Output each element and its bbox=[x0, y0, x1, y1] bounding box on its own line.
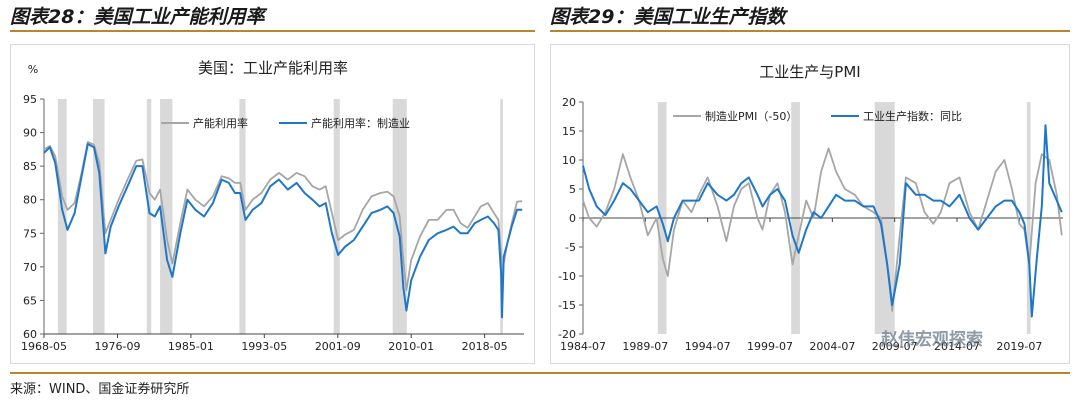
x-tick-label: 2004-07 bbox=[809, 340, 855, 353]
y-tick-label: -5 bbox=[565, 241, 576, 254]
x-tick-label: 1968-05 bbox=[21, 340, 67, 353]
x-axis: 1984-07 1989-07 1994-07 1999-07 2004-07 2009-… bbox=[560, 217, 1063, 353]
chart-title: 工业生产与PMI bbox=[759, 63, 860, 81]
x-tick-label: 1994-07 bbox=[685, 340, 731, 353]
recession-bar-4 bbox=[239, 99, 246, 334]
chart-panel-right: -20 -15 -10 -5 0 5 10 15 20 1984-07 1989-07 1994-0… bbox=[550, 44, 1070, 364]
y-tick-label: 60 bbox=[23, 328, 37, 341]
x-tick-label: 1976-09 bbox=[95, 340, 141, 353]
figure-title-right: 图表29：美国工业生产指数 bbox=[550, 6, 786, 28]
x-tick-label: 1999-07 bbox=[747, 340, 793, 353]
x-tick-label: 2014-07 bbox=[934, 340, 980, 353]
recession-bar-0 bbox=[57, 99, 67, 334]
recession-bar-7 bbox=[500, 99, 503, 334]
legend: 产能利用率 产能利用率：制造业 bbox=[161, 116, 410, 130]
y-axis-unit: % bbox=[28, 63, 38, 76]
recession-bar-3 bbox=[160, 99, 173, 334]
x-tick-label: 2001-09 bbox=[315, 340, 361, 353]
industrial-production-chart: -20 -15 -10 -5 0 5 10 15 20 1984-07 1989-07 1994-0… bbox=[558, 63, 1063, 353]
x-tick-label: 1993-05 bbox=[241, 340, 287, 353]
legend-label-blue: 工业生产指数：同比 bbox=[863, 109, 962, 123]
y-axis: -20 -15 -10 -5 0 5 10 15 20 bbox=[558, 96, 584, 341]
x-tick-label: 2010-01 bbox=[388, 340, 434, 353]
x-tick-label: 1989-07 bbox=[622, 340, 668, 353]
y-tick-label: 5 bbox=[569, 183, 576, 196]
legend-label-blue: 产能利用率：制造业 bbox=[311, 116, 410, 130]
x-tick-label: 1984-07 bbox=[560, 340, 606, 353]
title-rule-left bbox=[10, 30, 535, 32]
title-rule-right bbox=[550, 30, 1070, 32]
chart-title: 美国：工业产能利用率 bbox=[198, 59, 348, 77]
y-tick-label: 85 bbox=[23, 160, 37, 173]
series-line-gray bbox=[582, 147, 1063, 312]
series-lines bbox=[582, 124, 1063, 318]
y-tick-label: -20 bbox=[558, 328, 576, 341]
y-axis: 60 65 70 75 80 85 90 95 bbox=[23, 93, 45, 341]
x-axis: 1968-05 1976-09 1985-01 1993-05 2001-09 2010-… bbox=[21, 333, 524, 353]
source-note: 来源：WIND、国金证券研究所 bbox=[10, 382, 190, 397]
series-line-blue bbox=[582, 124, 1063, 318]
y-tick-label: 0 bbox=[569, 212, 576, 225]
recession-shading bbox=[57, 99, 503, 334]
y-tick-label: 80 bbox=[23, 194, 37, 207]
x-tick-label: 2018-05 bbox=[462, 340, 508, 353]
legend: 制造业PMI（-50） 工业生产指数：同比 bbox=[673, 109, 962, 123]
x-tick-label: 2019-07 bbox=[996, 340, 1042, 353]
legend-label-gray: 产能利用率 bbox=[193, 116, 248, 130]
watermark: 赵伟宏观探索 bbox=[880, 329, 983, 350]
series-line-gray bbox=[43, 141, 523, 305]
chart-panel-left: 60 65 70 75 80 85 90 95 1968-05 1976-09 1985-01 19… bbox=[10, 44, 535, 364]
x-tick-label: 2009-07 bbox=[872, 340, 918, 353]
series-line-blue bbox=[43, 143, 523, 319]
figure-title-left: 图表28：美国工业产能利用率 bbox=[10, 6, 265, 28]
y-tick-label: 90 bbox=[23, 127, 37, 140]
y-tick-label: -10 bbox=[558, 270, 576, 283]
y-tick-label: 95 bbox=[23, 93, 37, 106]
bottom-rule bbox=[10, 372, 1070, 374]
recession-bar-1 bbox=[93, 99, 105, 334]
y-tick-label: -15 bbox=[558, 299, 576, 312]
y-tick-label: 65 bbox=[23, 294, 37, 307]
recession-bar-2 bbox=[146, 99, 152, 334]
legend-label-gray: 制造业PMI（-50） bbox=[705, 109, 797, 123]
recession-bar-5 bbox=[333, 99, 340, 334]
y-tick-label: 70 bbox=[23, 261, 37, 274]
y-tick-label: 10 bbox=[562, 154, 576, 167]
y-tick-label: 15 bbox=[562, 125, 576, 138]
y-tick-label: 75 bbox=[23, 227, 37, 240]
x-tick-label: 1985-01 bbox=[168, 340, 214, 353]
y-tick-label: 20 bbox=[562, 96, 576, 109]
series-lines bbox=[43, 141, 523, 319]
